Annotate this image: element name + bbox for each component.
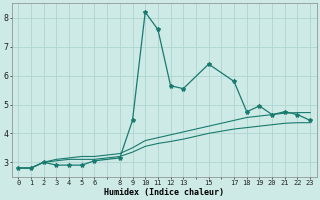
X-axis label: Humidex (Indice chaleur): Humidex (Indice chaleur) (104, 188, 224, 197)
